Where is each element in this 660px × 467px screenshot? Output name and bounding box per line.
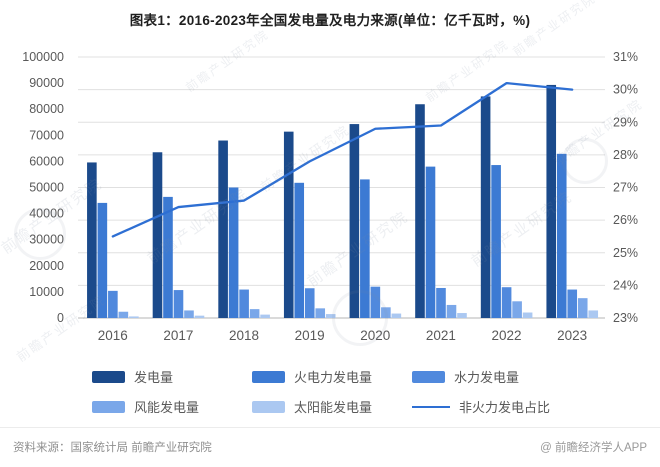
left-axis-tick-label: 90000 [29, 76, 64, 90]
bar-2020-solar [391, 313, 402, 318]
bar-2021-solar [457, 313, 467, 318]
bar-2020-hydro [370, 286, 381, 318]
bar-2022-thermal [491, 165, 501, 318]
right-axis-tick-label: 25% [613, 246, 638, 260]
bar-2019-thermal [294, 182, 305, 318]
legend-swatch-nonthermal_share [412, 405, 450, 408]
bar-2023-thermal [556, 153, 567, 318]
data-source-text: 资料来源：国家统计局 前瞻产业研究院 [13, 442, 212, 454]
legend-label-solar: 太阳能发电量 [294, 400, 373, 415]
bar-2021-hydro [436, 287, 446, 318]
bar-2017-wind [184, 310, 194, 318]
bar-2016-thermal [97, 202, 108, 318]
footer: 资料来源：国家统计局 前瞻产业研究院 @ 前瞻经济学人APP [0, 433, 660, 459]
bar-2021-wind [446, 304, 457, 318]
x-axis-label-2019: 2019 [295, 328, 325, 343]
bar-2018-wind [249, 309, 260, 318]
bar-2018-thermal [228, 187, 239, 318]
bar-2020-thermal [360, 179, 370, 318]
right-axis-tick-label: 28% [613, 148, 638, 162]
bar-2018-solar [260, 314, 270, 318]
x-axis-label-2017: 2017 [163, 328, 193, 343]
right-axis-tick-label: 24% [613, 278, 638, 292]
bar-2018-total [218, 140, 228, 318]
bar-2022-wind [512, 301, 522, 318]
bar-2017-hydro [173, 290, 184, 318]
bar-2023-solar [588, 310, 599, 318]
right-axis-tick-label: 27% [613, 181, 638, 195]
left-axis-tick-label: 30000 [29, 233, 64, 247]
bar-2019-wind [315, 308, 326, 318]
bar-2016-hydro [108, 290, 118, 318]
legend-item-wind: 风能发电量 [92, 396, 252, 417]
x-axis-label-2016: 2016 [98, 328, 128, 343]
legend-label-total: 发电量 [134, 370, 174, 385]
legend-label-nonthermal_share: 非火力发电占比 [459, 400, 551, 415]
bar-2016-total [87, 162, 97, 318]
legend-swatch-thermal [252, 370, 285, 383]
legend-swatch-solar [252, 400, 285, 413]
bar-2021-thermal [425, 166, 436, 318]
right-axis-tick-label: 29% [613, 115, 638, 129]
bar-2017-total [152, 152, 163, 318]
bar-2020-total [349, 124, 360, 319]
bar-2022-total [480, 96, 491, 318]
right-axis-tick-label: 23% [613, 311, 638, 325]
bar-2019-total [283, 131, 294, 318]
bar-2023-total [546, 84, 557, 318]
credit-text: @ 前瞻经济学人APP [540, 442, 647, 454]
bar-2017-thermal [163, 196, 173, 318]
legend-swatch-total [92, 370, 125, 383]
legend-item-thermal: 火电力发电量 [252, 366, 412, 387]
legend-item-nonthermal_share: 非火力发电占比 [412, 396, 612, 417]
right-axis-tick-label: 31% [613, 50, 638, 64]
legend-item-total: 发电量 [92, 366, 252, 387]
legend-label-thermal: 火电力发电量 [294, 370, 373, 385]
bar-2018-hydro [239, 289, 249, 318]
left-axis-tick-label: 80000 [29, 102, 64, 116]
plot-area: 1000009000080000700006000050000400003000… [22, 50, 638, 343]
footer-divider [0, 427, 660, 428]
legend-item-hydro: 水力发电量 [412, 366, 612, 387]
left-axis-tick-label: 50000 [29, 181, 64, 195]
bar-2023-hydro [567, 289, 578, 318]
bar-2019-solar [325, 314, 336, 318]
right-axis-tick-label: 26% [613, 213, 638, 227]
bar-2019-hydro [304, 288, 315, 318]
left-axis-tick-label: 10000 [29, 285, 64, 299]
bar-2021-total [415, 104, 425, 318]
left-axis-tick-label: 70000 [29, 128, 64, 142]
right-axis-tick-label: 30% [613, 83, 638, 97]
left-axis-tick-label: 0 [57, 311, 64, 325]
legend-label-hydro: 水力发电量 [454, 370, 520, 385]
left-axis-tick-label: 40000 [29, 207, 64, 221]
x-axis-label-2020: 2020 [360, 328, 390, 343]
bar-2017-solar [194, 315, 205, 318]
line-nonthermal_share [111, 81, 574, 238]
left-axis-tick-label: 100000 [22, 50, 64, 64]
x-axis-label-2021: 2021 [426, 328, 456, 343]
bar-2023-wind [577, 298, 588, 318]
legend-label-wind: 风能发电量 [134, 400, 200, 415]
chart-title: 图表1：2016-2023年全国发电量及电力来源(单位：亿千瓦时，%) [129, 13, 531, 28]
left-axis-tick-label: 60000 [29, 154, 64, 168]
legend-swatch-wind [92, 400, 125, 413]
x-axis-label-2023: 2023 [557, 328, 587, 343]
legend-item-solar: 太阳能发电量 [252, 396, 412, 417]
chart-legend: 发电量 火电力发电量 水力发电量风能发电量 太阳能发电量 非火力发电占比 [92, 366, 612, 417]
bar-2020-wind [381, 307, 391, 318]
legend-swatch-hydro [412, 370, 445, 383]
x-axis-label-2022: 2022 [492, 328, 522, 343]
bar-2016-solar [129, 316, 139, 318]
left-axis-tick-label: 20000 [29, 259, 64, 273]
bar-2022-hydro [501, 287, 512, 318]
bar-2022-solar [522, 312, 533, 318]
bar-2016-wind [118, 311, 129, 318]
x-axis-label-2018: 2018 [229, 328, 259, 343]
